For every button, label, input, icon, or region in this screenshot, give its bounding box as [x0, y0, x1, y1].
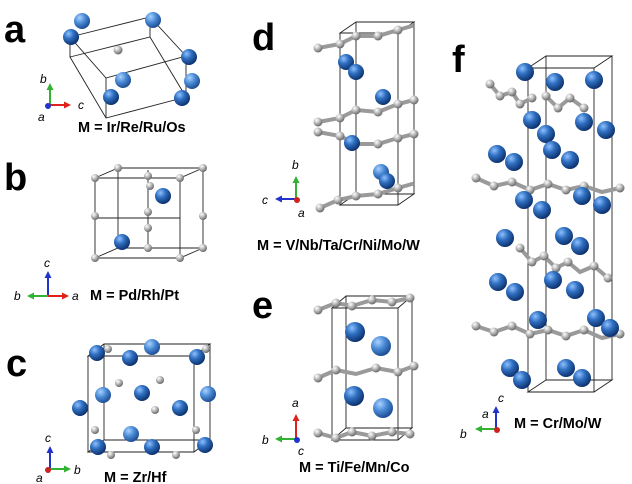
panel-letter-e: e — [252, 285, 273, 327]
caption-e: M = Ti/Fe/Mn/Co — [299, 460, 410, 476]
axis-label-a-out: a — [38, 110, 45, 124]
unit-cell-a — [69, 16, 187, 119]
axis-triad-d: b c a — [262, 158, 305, 220]
caption-c: M = Zr/Hf — [104, 470, 167, 484]
axis-label-a-right: c — [78, 98, 84, 112]
atoms-b — [91, 164, 207, 262]
panel-letter-c: c — [6, 343, 27, 385]
axis-label-e-up: a — [292, 396, 299, 410]
axis-label-d-out: a — [298, 206, 305, 220]
axis-triad-a: b c a — [38, 72, 84, 124]
axis-label-c-out: a — [36, 471, 43, 484]
axis-label-f-out: a — [482, 407, 489, 421]
axis-label-c-up: c — [45, 431, 51, 445]
axis-triad-c: c b a — [36, 431, 81, 484]
panel-c: c — [6, 339, 216, 484]
atoms-a — [63, 12, 200, 106]
axis-label-a-up: b — [40, 72, 47, 86]
caption-d: M = V/Nb/Ta/Cr/Ni/Mo/W — [257, 238, 420, 254]
axis-label-d-up: b — [292, 158, 299, 172]
axis-label-f-left: b — [460, 427, 467, 441]
panel-e: e — [252, 285, 419, 476]
panel-f: f — [452, 39, 625, 441]
unit-cell-e — [330, 295, 414, 441]
bonds-d — [316, 24, 416, 210]
atoms-d — [313, 25, 419, 213]
atoms-f — [471, 63, 625, 389]
panel-d: d — [252, 17, 420, 254]
unit-cell-f — [526, 55, 614, 393]
axis-label-d-left: c — [262, 193, 268, 207]
axis-label-b-up: c — [44, 256, 50, 270]
axis-label-e-out: c — [298, 444, 304, 458]
panel-letter-a: a — [4, 9, 26, 51]
axis-triad-e: a b c — [262, 396, 304, 458]
axis-label-e-left: b — [262, 433, 269, 447]
panel-b: b — [4, 157, 207, 304]
caption-a: M = Ir/Re/Ru/Os — [78, 120, 186, 136]
axis-label-b-right: a — [72, 289, 79, 303]
atoms-e — [313, 293, 419, 443]
caption-f: M = Cr/Mo/W — [514, 416, 602, 432]
axis-label-c-right: b — [74, 463, 81, 477]
axis-label-b-left: b — [14, 289, 21, 303]
atoms-c — [72, 339, 216, 459]
axis-label-f-up: c — [498, 391, 504, 405]
caption-b: M = Pd/Rh/Pt — [90, 288, 179, 304]
axis-triad-b: c a b — [14, 256, 79, 303]
panel-a: a b c a — [4, 9, 200, 136]
panel-letter-b: b — [4, 157, 27, 199]
panel-letter-d: d — [252, 17, 275, 59]
axis-triad-f: c b a — [460, 391, 504, 441]
panel-letter-f: f — [452, 39, 465, 81]
